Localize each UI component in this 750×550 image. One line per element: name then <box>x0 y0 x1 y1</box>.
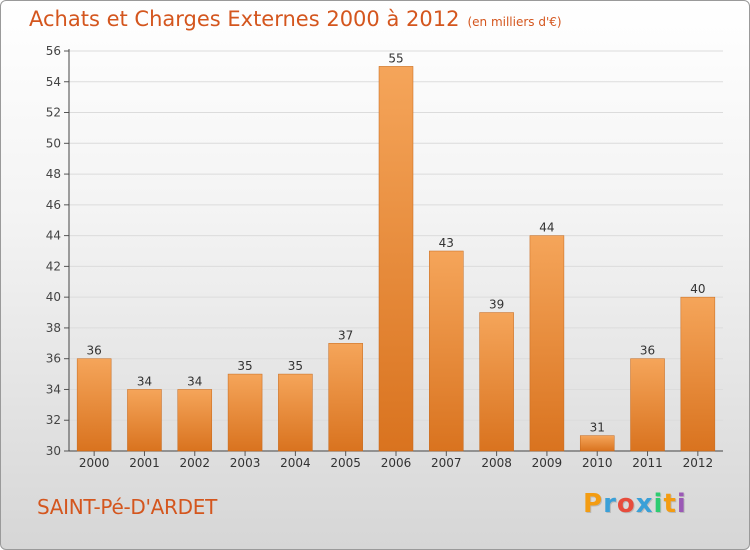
logo-letter: r <box>603 489 617 519</box>
x-tick-label: 2001 <box>129 456 160 470</box>
y-tick-label: 30 <box>46 444 61 458</box>
y-tick-label: 50 <box>46 136 61 150</box>
bar-value-label: 55 <box>388 51 403 65</box>
bar-value-label: 36 <box>640 344 655 358</box>
bar-2005 <box>328 343 363 452</box>
chart-unit: (en milliers d'€) <box>467 15 562 29</box>
bar-value-label: 31 <box>590 421 605 435</box>
bar-value-label: 39 <box>489 298 504 312</box>
bar-2012 <box>680 296 716 452</box>
bar-value-label: 35 <box>288 359 303 373</box>
bar-2011 <box>630 358 665 452</box>
x-tick-label: 2006 <box>381 456 412 470</box>
bar-value-label: 34 <box>187 374 202 388</box>
logo-letter: t <box>663 489 677 519</box>
y-tick-label: 34 <box>46 382 61 396</box>
x-tick-label: 2009 <box>532 456 563 470</box>
x-tick-label: 2007 <box>431 456 462 470</box>
bar-2008 <box>479 312 514 452</box>
bars <box>76 66 716 452</box>
x-tick-label: 2008 <box>481 456 512 470</box>
bar-2002 <box>177 389 213 452</box>
bar-2006 <box>378 66 414 452</box>
bar-2009 <box>529 235 565 452</box>
bar-value-label: 40 <box>690 282 705 296</box>
y-tick-label: 32 <box>46 413 61 427</box>
y-tick-label: 44 <box>46 229 61 243</box>
logo-letter: o <box>616 489 636 519</box>
y-tick-label: 48 <box>46 167 61 181</box>
y-tick-label: 54 <box>46 75 61 89</box>
x-tick-label: 2005 <box>330 456 361 470</box>
y-tick-label: 40 <box>46 290 61 304</box>
y-tick-label: 46 <box>46 198 61 212</box>
bar-value-label: 43 <box>439 236 454 250</box>
bar-2003 <box>227 373 263 452</box>
bar-value-label: 34 <box>137 374 152 388</box>
x-tick-label: 2000 <box>79 456 110 470</box>
bar-value-label: 36 <box>87 344 102 358</box>
bar-2000 <box>76 358 112 452</box>
bar-2010 <box>579 435 615 452</box>
place-name: SAINT-Pé-D'ARDET <box>37 495 218 519</box>
y-tick-label: 36 <box>46 352 61 366</box>
proxiti-logo[interactable]: Proxiti <box>583 489 687 519</box>
x-tick-label: 2003 <box>230 456 261 470</box>
bar-2001 <box>127 389 162 452</box>
bar-2007 <box>429 250 464 452</box>
y-tick-label: 42 <box>46 259 61 273</box>
labels: 36 2000 34 2001 34 2002 35 2003 35 2004 37 2005 55 20… <box>79 51 713 470</box>
logo-letter: x <box>635 489 654 519</box>
logo-letter: P <box>583 489 604 519</box>
logo-letter: i <box>676 489 687 519</box>
y-tick-label: 52 <box>46 106 61 120</box>
bar-value-label: 35 <box>237 359 252 373</box>
x-tick-label: 2010 <box>582 456 613 470</box>
bar-value-label: 44 <box>539 221 554 235</box>
bar-2004 <box>278 373 313 452</box>
logo-letter: i <box>653 489 664 519</box>
chart-title: Achats et Charges Externes 2000 à 2012 (e… <box>29 7 562 31</box>
bar-value-label: 37 <box>338 328 353 342</box>
x-tick-label: 2002 <box>179 456 210 470</box>
chart-title-text: Achats et Charges Externes 2000 à 2012 <box>29 7 460 31</box>
x-tick-label: 2004 <box>280 456 311 470</box>
x-tick-label: 2012 <box>683 456 714 470</box>
x-tick-label: 2011 <box>632 456 663 470</box>
y-tick-label: 56 <box>46 44 61 58</box>
y-tick-label: 38 <box>46 321 61 335</box>
